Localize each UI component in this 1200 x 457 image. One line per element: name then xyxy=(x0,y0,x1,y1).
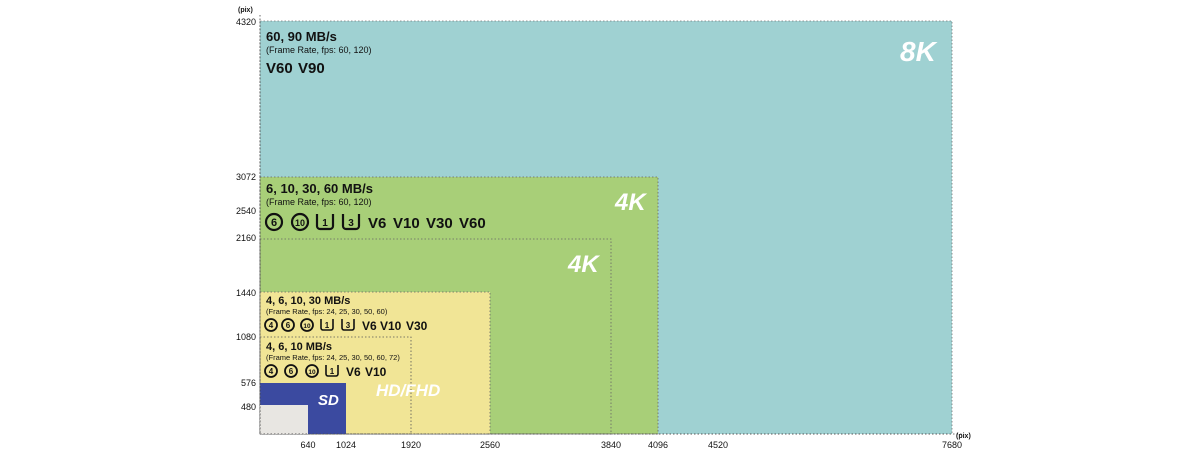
y-tick-2160: 2160 xyxy=(236,233,256,243)
v10-icon: V10 xyxy=(365,365,387,379)
v6-icon: V6 xyxy=(368,215,386,232)
8k-frame-rate: (Frame Rate, fps: 60, 120) xyxy=(266,45,372,55)
class-10-icon xyxy=(290,212,310,232)
uhs-3-icon xyxy=(341,319,355,331)
y-tick-1440: 1440 xyxy=(236,288,256,298)
x-tick-640: 640 xyxy=(300,440,315,450)
4k-dci-label: 4K xyxy=(614,189,647,216)
y-tick-4320: 4320 xyxy=(236,17,256,27)
y-tick-3072: 3072 xyxy=(236,172,256,182)
4k-dci-symbol-row: 6 10 1 3 V6 V10 V30 V60 xyxy=(264,212,486,232)
uhs-1-icon xyxy=(320,319,334,331)
class-10-icon xyxy=(300,318,314,332)
uhs-1-icon xyxy=(325,365,339,377)
y-tick-576: 576 xyxy=(241,378,256,388)
x-tick-2560: 2560 xyxy=(480,440,500,450)
hd-outer-frame-rate: (Frame Rate, fps: 24, 25, 30, 50, 60) xyxy=(266,307,388,316)
uhs-3-label: 3 xyxy=(348,218,354,229)
hd-fhd-label: HD/FHD xyxy=(376,381,440,400)
hd-inner-symbol-row: 4 6 10 1 V6 V10 xyxy=(264,364,387,379)
uhs-1-label: 1 xyxy=(325,321,330,330)
hd-outer-speeds: 4, 6, 10, 30 MB/s xyxy=(266,295,350,307)
v6-icon: V6 xyxy=(362,319,377,333)
class-6-label: 6 xyxy=(289,367,294,376)
region-sd-inner xyxy=(260,405,308,434)
8k-label: 8K xyxy=(900,36,938,67)
region-8k-border xyxy=(259,20,953,435)
4k-dci-frame-rate: (Frame Rate, fps: 60, 120) xyxy=(266,197,372,207)
x-tick-4520: 4520 xyxy=(708,440,728,450)
4k-dci-speeds: 6, 10, 30, 60 MB/s xyxy=(266,181,373,196)
uhs-1-icon xyxy=(315,214,335,231)
class-4-icon xyxy=(264,318,278,332)
class-6-icon xyxy=(284,364,298,378)
y-tick-1080: 1080 xyxy=(236,332,256,342)
x-tick-1024: 1024 xyxy=(336,440,356,450)
x-tick-7680: 7680 xyxy=(942,440,962,450)
class-6-icon xyxy=(264,212,284,232)
x-axis-unit: (pix) xyxy=(956,433,971,440)
class-6-label: 6 xyxy=(271,217,277,229)
8k-speeds: 60, 90 MB/s xyxy=(266,29,337,44)
sd-label: SD xyxy=(318,392,339,409)
class-10-label: 10 xyxy=(303,323,311,330)
v90-icon: V90 xyxy=(298,60,325,77)
uhs-3-icon xyxy=(341,214,361,231)
class-6-label: 6 xyxy=(286,321,291,330)
hd-inner-frame-rate: (Frame Rate, fps: 24, 25, 30, 50, 60, 72… xyxy=(266,353,400,362)
class-4-label: 4 xyxy=(269,367,274,376)
class-10-label: 10 xyxy=(295,218,305,228)
class-10-icon xyxy=(305,364,319,378)
class-4-label: 4 xyxy=(269,321,274,330)
x-tick-4096: 4096 xyxy=(648,440,668,450)
v6-icon: V6 xyxy=(346,365,361,379)
v30-icon: V30 xyxy=(426,215,453,232)
8k-symbol-row: V60 V90 xyxy=(266,60,325,77)
v60-icon: V60 xyxy=(266,60,293,77)
uhs-1-label: 1 xyxy=(322,218,328,229)
uhs-1-label: 1 xyxy=(330,367,335,376)
y-tick-2540: 2540 xyxy=(236,206,256,216)
class-6-icon xyxy=(281,318,295,332)
x-tick-1920: 1920 xyxy=(401,440,421,450)
hd-inner-speeds: 4, 6, 10 MB/s xyxy=(266,341,332,353)
x-tick-3840: 3840 xyxy=(601,440,621,450)
v10-icon: V10 xyxy=(380,319,402,333)
4k-uhd-label: 4K xyxy=(567,251,600,278)
class-4-icon xyxy=(264,364,278,378)
uhs-3-label: 3 xyxy=(346,321,351,330)
v60-icon: V60 xyxy=(459,215,486,232)
y-axis-unit: (pix) xyxy=(238,7,253,14)
y-tick-480: 480 xyxy=(241,402,256,412)
v30-icon: V30 xyxy=(406,319,428,333)
v10-icon: V10 xyxy=(393,215,420,232)
hd-outer-symbol-row: 4 6 10 1 3 V6 V10 V30 xyxy=(264,318,428,333)
class-10-label: 10 xyxy=(308,369,316,376)
